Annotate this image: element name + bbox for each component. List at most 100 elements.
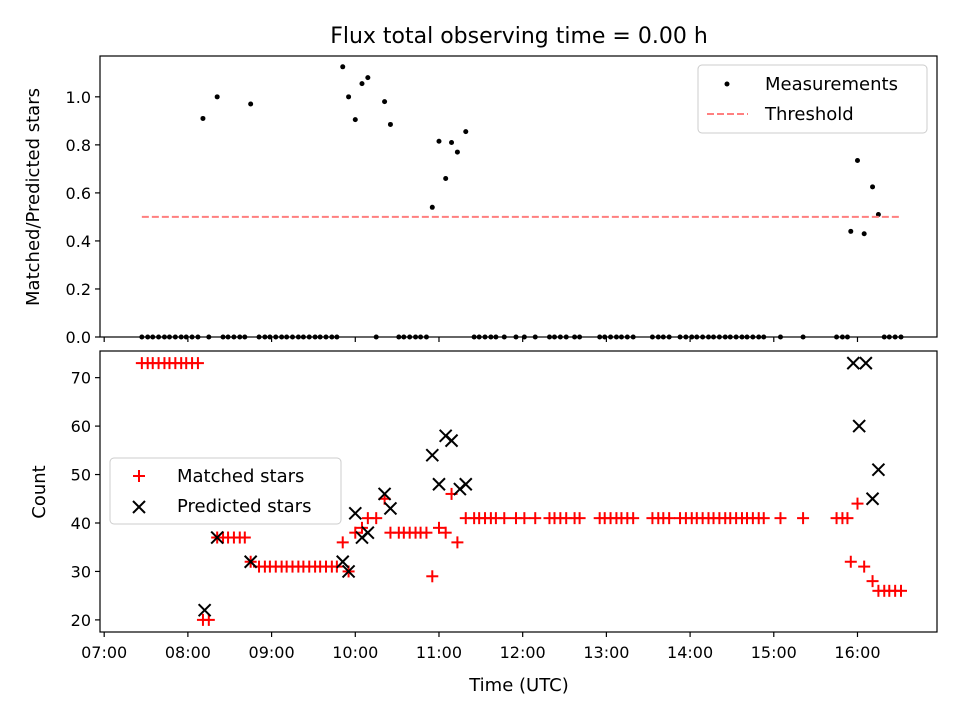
bottom-y-axis-label: Count [29,465,50,518]
top-plot-area: 0.0 0.2 0.4 0.6 0.8 1.0 [66,55,938,347]
legend-label-predicted-stars: Predicted stars [177,496,311,517]
predicted-star-point [336,555,350,569]
legend-marker-measurements [724,81,730,87]
matched-star-point [529,512,542,525]
top-y-ticks: 0.0 0.2 0.4 0.6 0.8 1.0 [66,88,100,347]
predicted-star-point [383,501,398,516]
top-legend-box [697,64,928,134]
bottom-series [135,356,908,626]
measurement-point [870,184,876,190]
bottom-x-tick-label: 14:00 [667,643,713,662]
bottom-x-tick-label: 12:00 [500,643,546,662]
predicted-star-point [348,506,362,521]
bottom-x-tick-label: 10:00 [332,643,378,662]
measurement-point [429,204,435,210]
bottom-x-tick-label: 16:00 [834,643,880,662]
measurement-point [848,228,854,234]
measurement-point [200,115,206,121]
bottom-y-tick-label: 40 [71,514,91,533]
matched-star-point [202,613,215,626]
predicted-star-point [459,477,473,491]
bottom-x-tick-label: 11:00 [416,643,462,662]
predicted-star-point [197,603,212,617]
matched-star-point [797,512,810,525]
bottom-plot-area: 20 30 40 50 60 70 07:00 08:00 09:00 10:00 11:00 12… [71,350,938,662]
measurement-point [454,149,460,155]
measurement-point [382,99,388,105]
bottom-legend: Matched stars Predicted stars [109,457,342,525]
matched-star-point [336,536,349,549]
top-y-tick-label: 0.0 [66,328,91,347]
bottom-y-tick-label: 50 [71,466,91,485]
predicted-star-point [377,487,392,501]
matched-star-point [774,512,787,525]
bottom-x-tick-label: 09:00 [249,643,295,662]
predicted-star-point [425,448,439,462]
top-y-tick-label: 1.0 [66,88,91,107]
measurement-point [340,64,346,70]
matched-star-point [238,531,251,544]
matched-star-point [451,536,464,549]
bottom-x-tick-label: 13:00 [583,643,629,662]
matched-star-point [370,512,383,525]
matched-star-point [663,512,676,525]
x-axis-label: Time (UTC) [468,675,569,696]
bottom-x-tick-label: 08:00 [165,643,211,662]
predicted-star-point [361,525,375,540]
matched-star-point [573,512,586,525]
predicted-star-point [341,564,356,579]
matched-star-point [895,584,908,597]
bottom-y-tick-label: 60 [71,417,91,436]
measurement-point [854,157,860,163]
matched-star-point [498,512,511,525]
measurement-point [875,212,881,218]
measurement-point [352,117,358,123]
predicted-star-point [865,492,880,506]
predicted-star-point [852,419,866,433]
measurement-point [436,138,442,144]
matched-star-point [420,526,433,539]
predicted-star-point [859,356,873,370]
matched-star-point [757,512,770,525]
top-y-tick-label: 0.8 [66,136,91,155]
matched-star-point [432,521,445,534]
bottom-y-tick-label: 20 [71,611,91,630]
measurement-point [248,101,254,107]
measurement-point [463,129,469,135]
predicted-star-point [210,530,224,545]
measurement-point [387,121,393,127]
legend-label-threshold: Threshold [764,104,854,125]
predicted-star-point [243,555,258,569]
top-y-tick-label: 0.6 [66,184,91,203]
matched-star-point [866,575,879,588]
predicted-star-point [444,433,459,448]
bottom-axes-frame [99,350,938,633]
predicted-star-point [846,356,861,370]
top-y-axis-label: Matched/Predicted stars [23,88,44,306]
matched-star-point [844,555,857,568]
top-axes-frame [99,55,938,338]
legend-label-matched-stars: Matched stars [177,466,304,487]
measurement-point [346,94,352,100]
legend-marker-predicted-stars [132,500,146,514]
bottom-x-tick-label: 07:00 [81,643,127,662]
matched-star-point [851,497,864,510]
chart-title: Flux total observing time = 0.00 h [330,24,708,49]
bottom-x-ticks: 07:00 08:00 09:00 10:00 11:00 12:00 13:00 14:00… [81,632,881,662]
matched-star-point [439,526,452,539]
legend-marker-matched-stars [133,470,145,482]
measurement-point [365,75,371,81]
matched-star-point [627,512,640,525]
predicted-star-point [871,462,886,477]
legend-label-measurements: Measurements [765,74,898,95]
measurement-point [359,81,365,87]
matched-star-point [518,512,531,525]
measurement-point [214,94,220,100]
bottom-legend-box [109,457,342,525]
measurement-point [443,175,449,181]
matched-star-point [841,512,854,525]
matched-star-point [191,357,204,370]
predicted-star-point [432,477,446,491]
matched-star-point [858,560,871,573]
